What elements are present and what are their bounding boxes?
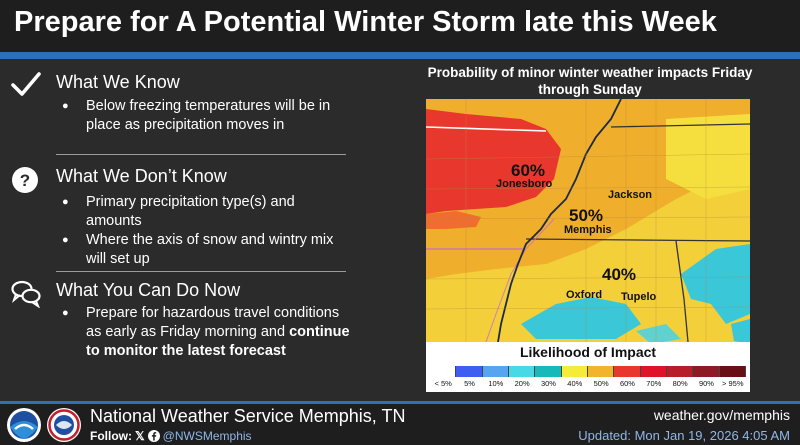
legend-swatch [535,366,562,377]
know-list: Below freezing temperatures will be in p… [62,97,352,135]
legend-tick-label: 80% [672,379,688,388]
legend-tick-label: 30% [540,379,556,388]
website-link[interactable]: weather.gov/memphis [653,407,790,423]
city-label-tupelo: Tupelo [621,291,657,303]
info-panel: What We Know Below freezing temperatures… [0,59,360,401]
city-label-oxford: Oxford [566,289,603,301]
legend-swatch [587,366,615,377]
social-follow: Follow: 𝕏 @NWSMemphis [90,429,252,443]
zone-value-50: 50% [569,206,604,225]
legend-title: Likelihood of Impact [519,344,657,360]
header-divider [0,52,800,59]
legend-swatch [482,366,509,377]
bullet-emphasis: continue to monitor the latest forecast [86,324,350,359]
svg-text:?: ? [20,171,30,190]
office-name: National Weather Service Memphis, TN [90,406,406,426]
title-bar: Prepare for A Potential Winter Storm lat… [0,0,800,52]
legend-tick-label: 5% [464,379,475,388]
legend-tick-labels: < 5% 5% 10% 20% 30% 40% 50% 60% 70% 80% 90% > 95% [430,379,746,388]
city-label-jackson: Jackson [608,189,653,201]
legend-tick-label: > 95% [722,379,744,388]
legend-tick-label: 50% [593,379,609,388]
map-legend: Likelihood of Impact < 5% 5% 10% 20% 30% 40% 5… [426,342,750,392]
speech-bubbles-icon [11,280,41,308]
page-title: Prepare for A Potential Winter Storm lat… [14,6,717,38]
legend-swatch [430,366,457,377]
legend-tick-label: 90% [698,379,714,388]
follow-label: Follow: [90,429,132,443]
legend-tick-label: 10% [488,379,504,388]
legend-swatch [693,366,720,377]
legend-swatch [508,366,536,377]
legend-swatch [456,366,483,377]
x-icon[interactable]: 𝕏 [135,429,145,443]
bullet-text: Prepare for hazardous travel conditions … [86,305,340,340]
legend-swatch [614,366,641,377]
list-item: Below freezing temperatures will be in p… [62,97,352,135]
do-now-list: Prepare for hazardous travel conditions … [62,304,352,361]
legend-swatch [666,366,694,377]
section-title-know: What We Know [56,72,180,92]
legend-swatch [640,366,667,377]
list-item: Where the axis of snow and wintry mix wi… [62,231,352,269]
list-item: Prepare for hazardous travel conditions … [62,304,352,361]
updated-timestamp: Updated: Mon Jan 19, 2026 4:05 AM [578,428,790,443]
section-title-dont-know: What We Don’t Know [56,166,227,186]
zone-value-60: 60% [511,161,546,180]
divider [56,271,346,272]
map-caption: Probability of minor winter weather impa… [427,65,753,97]
legend-tick-label: 40% [567,379,583,388]
legend-color-bar [430,366,746,377]
noaa-logo-icon [7,408,41,442]
divider [56,154,346,155]
nws-logo-icon [47,408,81,442]
list-item: Primary precipitation type(s) and amount… [62,193,352,231]
dont-know-list: Primary precipitation type(s) and amount… [62,193,352,269]
legend-tick-label: < 5% [434,379,452,388]
zone-value-40: 40% [602,265,637,284]
footer-divider [0,401,800,404]
checkmark-icon [11,72,41,96]
city-label-jonesboro: Jonesboro [496,178,553,190]
facebook-icon[interactable] [147,430,160,442]
legend-swatch [561,366,588,377]
social-handle[interactable]: @NWSMemphis [162,429,252,443]
legend-tick-label: 60% [619,379,635,388]
footer: National Weather Service Memphis, TN Fol… [0,404,800,445]
legend-tick-label: 20% [514,379,530,388]
city-label-memphis: Memphis [564,224,612,236]
question-icon: ? [12,167,38,193]
section-title-do-now: What You Can Do Now [56,280,241,300]
legend-tick-label: 70% [646,379,662,388]
legend-swatch [719,366,746,377]
